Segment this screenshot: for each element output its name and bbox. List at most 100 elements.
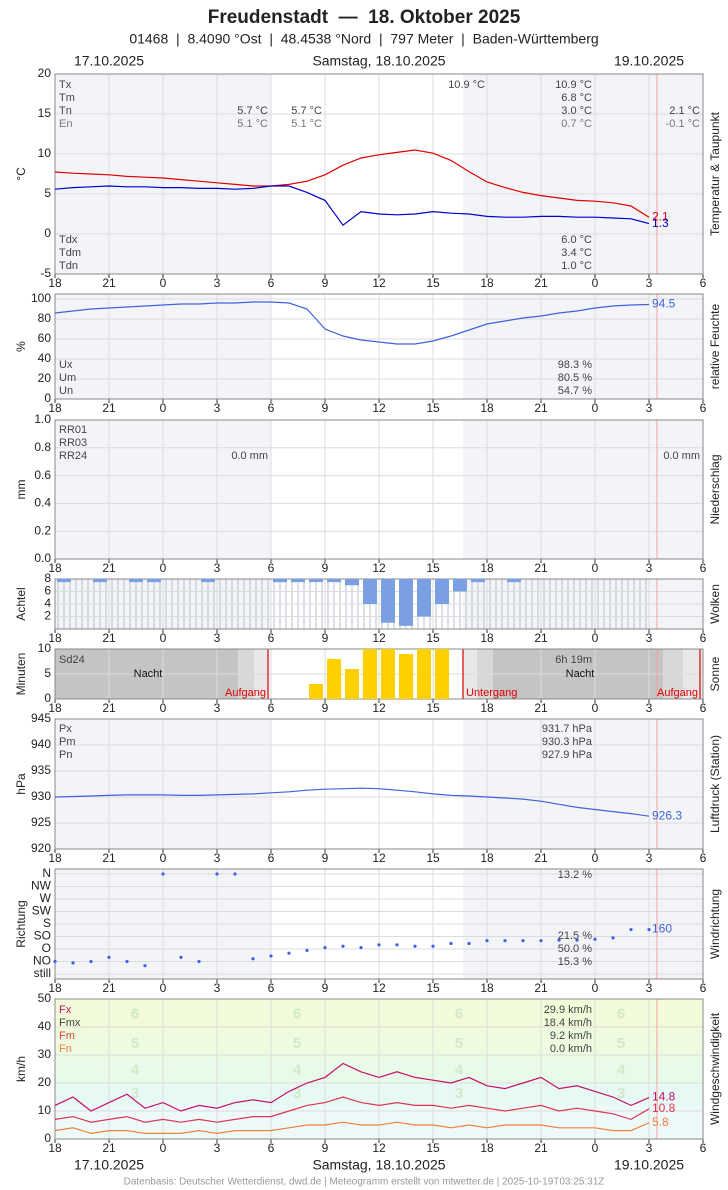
series-line	[54, 1121, 650, 1135]
x-tick-label: 18	[48, 631, 62, 645]
bar	[309, 684, 323, 699]
y-tick-label: -5	[40, 266, 51, 280]
annotation: RR03	[59, 437, 87, 449]
annotation: -0.1 °C	[666, 118, 700, 130]
y-tick-label: 945	[31, 711, 51, 725]
y-tick-label: 0	[44, 391, 51, 405]
point	[71, 961, 75, 965]
bar	[93, 579, 107, 583]
x-tick-label: 3	[214, 276, 221, 290]
x-tick-label: 9	[322, 1141, 329, 1155]
beaufort-label: 4	[455, 1061, 464, 1078]
x-tick-label: 6	[700, 851, 707, 865]
x-tick-label: 3	[214, 701, 221, 715]
end-label: 160	[652, 922, 672, 936]
annotation: 3.0 °C	[561, 105, 592, 117]
annotation: Nacht	[134, 668, 163, 680]
point	[215, 872, 219, 876]
bar	[399, 579, 413, 626]
y-tick-label: O	[42, 941, 51, 955]
annotation: Un	[59, 385, 73, 397]
date-label: Samstag, 18.10.2025	[312, 1157, 445, 1173]
point	[557, 938, 561, 942]
x-tick-label: 0	[592, 631, 599, 645]
end-label: 5.8	[652, 1115, 669, 1129]
annotation: Fm	[59, 1030, 75, 1042]
plot-frame	[54, 868, 704, 980]
x-tick-label: 3	[214, 561, 221, 575]
y-tick-label: 5	[44, 666, 51, 680]
annotation: Pn	[59, 749, 72, 761]
x-tick-label: 18	[48, 276, 62, 290]
point	[89, 959, 93, 964]
y-tick-label: S	[43, 916, 51, 930]
beaufort-label: 3	[293, 1085, 301, 1102]
x-tick-label: 18	[480, 851, 494, 865]
x-tick-label: 3	[214, 1141, 221, 1155]
y-tick-label: 8	[44, 571, 51, 585]
y-tick-label: 5	[44, 186, 51, 200]
x-tick-label: 3	[214, 851, 221, 865]
x-tick-label: 6	[268, 981, 275, 995]
x-tick-label: 0	[592, 851, 599, 865]
x-tick-label: 0	[160, 631, 167, 645]
bar	[201, 579, 215, 583]
bar	[399, 654, 413, 699]
bar	[363, 579, 377, 604]
x-tick-label: 21	[102, 276, 116, 290]
date-label: 19.10.2025	[614, 1157, 684, 1173]
y-tick-label: W	[40, 891, 52, 905]
plot-frame	[54, 419, 704, 560]
x-tick-label: 0	[592, 276, 599, 290]
bar	[453, 579, 467, 592]
x-tick-label: 21	[102, 631, 116, 645]
beaufort-label: 3	[617, 1085, 625, 1102]
x-tick-label: 21	[534, 276, 548, 290]
y-tick-label: 0.0	[34, 551, 51, 565]
annotation: Aufgang	[225, 687, 266, 699]
y-axis-label: hPa	[14, 773, 28, 795]
date-label: 17.10.2025	[74, 1157, 144, 1173]
point	[521, 939, 525, 943]
annotation: Untergang	[466, 687, 517, 699]
x-tick-label: 9	[322, 631, 329, 645]
annotation: 50.0 %	[558, 943, 592, 955]
point	[269, 954, 273, 958]
annotation: 930.3 hPa	[542, 736, 593, 748]
annotation: Nacht	[566, 668, 595, 680]
x-tick-label: 3	[214, 401, 221, 415]
bar	[507, 579, 521, 583]
x-tick-label: 0	[592, 401, 599, 415]
y-tick-label: 0.2	[34, 523, 51, 537]
beaufort-label: 3	[455, 1085, 463, 1102]
point	[593, 937, 597, 941]
y-axis-label: km/h	[14, 1056, 28, 1082]
point	[197, 959, 201, 964]
point	[377, 943, 381, 947]
bar	[471, 579, 485, 583]
x-tick-label: 9	[322, 701, 329, 715]
plot-frame	[54, 293, 704, 400]
x-tick-label: 12	[372, 981, 386, 995]
date-label: Samstag, 18.10.2025	[312, 53, 445, 69]
y-tick-label: 15	[38, 106, 52, 120]
x-tick-label: 0	[160, 851, 167, 865]
end-label: 926.3	[652, 808, 682, 822]
y-tick-label: SO	[34, 929, 51, 943]
x-tick-label: 0	[592, 981, 599, 995]
x-tick-label: 21	[102, 561, 116, 575]
x-tick-label: 6	[700, 1141, 707, 1155]
x-tick-label: 21	[534, 1141, 548, 1155]
annotation: 0.0 km/h	[550, 1043, 592, 1055]
annotation: 98.3 %	[558, 359, 592, 371]
plot-frame	[54, 578, 704, 630]
y-tick-label: 10	[38, 146, 52, 160]
x-tick-label: 21	[102, 1141, 116, 1155]
point	[503, 939, 507, 943]
side-label: Windrichtung	[708, 889, 722, 959]
annotation: Tn	[59, 105, 72, 117]
x-tick-label: 15	[426, 701, 440, 715]
annotation: 10.9 °C	[448, 79, 485, 91]
x-tick-label: 9	[322, 851, 329, 865]
x-tick-label: 0	[160, 276, 167, 290]
